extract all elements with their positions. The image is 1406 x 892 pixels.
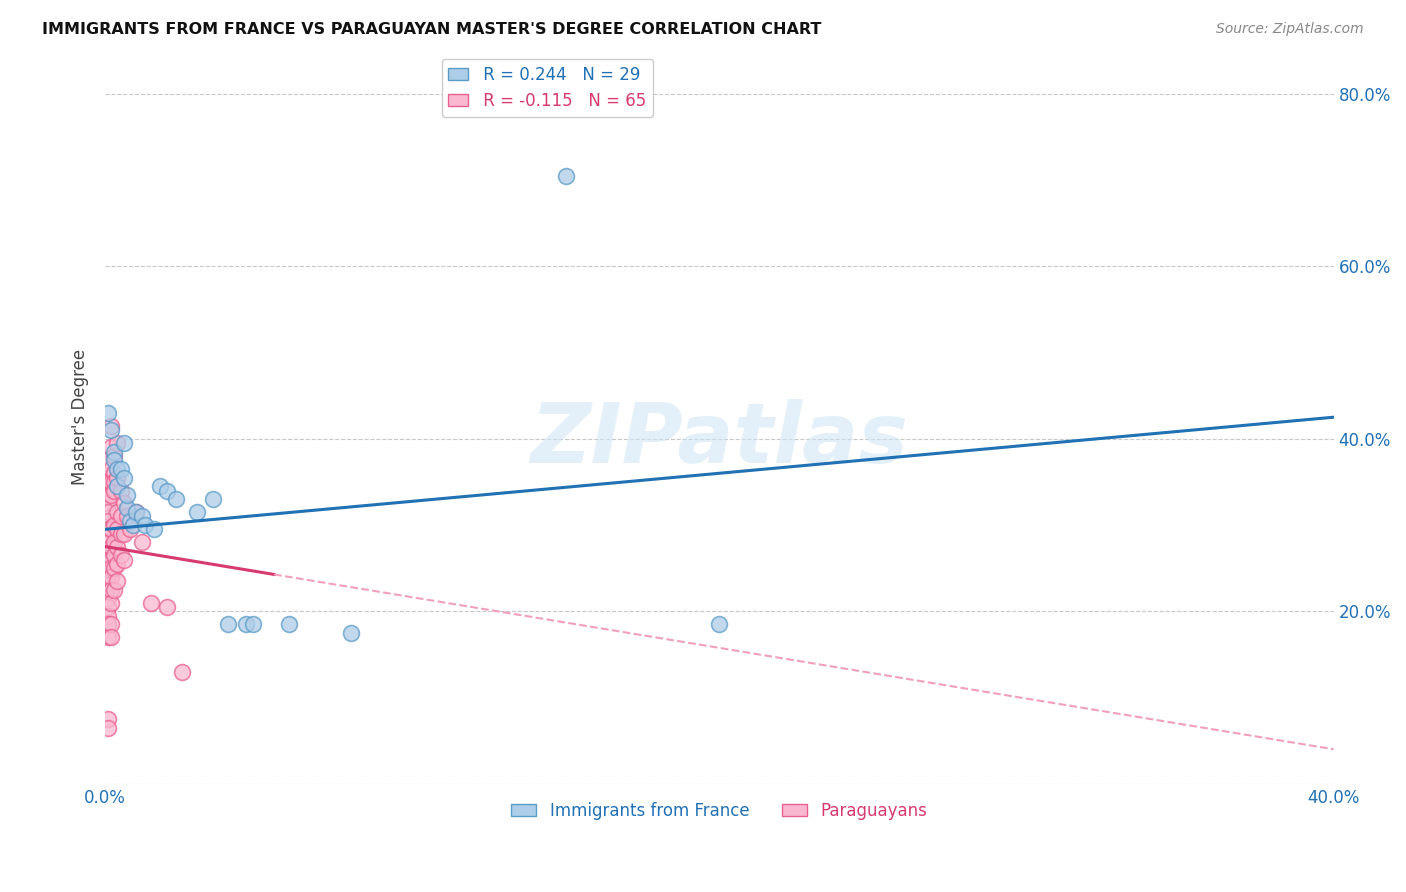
Point bbox=[141, 596, 163, 610]
Point bbox=[107, 462, 129, 476]
Point bbox=[103, 535, 125, 549]
Point bbox=[100, 561, 122, 575]
Point bbox=[107, 505, 129, 519]
Point bbox=[97, 561, 120, 575]
Point bbox=[100, 488, 122, 502]
Point bbox=[235, 617, 257, 632]
Point bbox=[97, 535, 120, 549]
Point bbox=[103, 483, 125, 498]
Point bbox=[242, 617, 264, 632]
Point bbox=[131, 535, 153, 549]
Point bbox=[131, 509, 153, 524]
Point bbox=[125, 505, 148, 519]
Point bbox=[97, 630, 120, 644]
Point bbox=[97, 578, 120, 592]
Point bbox=[110, 526, 132, 541]
Point bbox=[103, 518, 125, 533]
Point bbox=[110, 548, 132, 562]
Point bbox=[97, 453, 120, 467]
Point bbox=[100, 475, 122, 489]
Point bbox=[100, 423, 122, 437]
Point bbox=[107, 479, 129, 493]
Point bbox=[97, 496, 120, 510]
Point bbox=[110, 462, 132, 476]
Point bbox=[107, 470, 129, 484]
Point bbox=[186, 505, 208, 519]
Point bbox=[118, 514, 141, 528]
Point bbox=[110, 483, 132, 498]
Point bbox=[97, 570, 120, 584]
Point bbox=[97, 721, 120, 735]
Point bbox=[709, 617, 731, 632]
Point bbox=[115, 488, 138, 502]
Point bbox=[201, 492, 224, 507]
Point bbox=[217, 617, 239, 632]
Point bbox=[97, 470, 120, 484]
Point bbox=[112, 526, 135, 541]
Point bbox=[97, 552, 120, 566]
Text: IMMIGRANTS FROM FRANCE VS PARAGUAYAN MASTER'S DEGREE CORRELATION CHART: IMMIGRANTS FROM FRANCE VS PARAGUAYAN MAS… bbox=[42, 22, 821, 37]
Point bbox=[107, 574, 129, 588]
Point bbox=[149, 479, 172, 493]
Point bbox=[112, 496, 135, 510]
Point bbox=[100, 630, 122, 644]
Point bbox=[97, 617, 120, 632]
Point bbox=[107, 557, 129, 571]
Point bbox=[118, 522, 141, 536]
Point bbox=[100, 418, 122, 433]
Point bbox=[97, 488, 120, 502]
Point bbox=[340, 625, 363, 640]
Point bbox=[100, 570, 122, 584]
Point bbox=[97, 544, 120, 558]
Point bbox=[97, 712, 120, 726]
Point bbox=[107, 540, 129, 554]
Point bbox=[103, 475, 125, 489]
Text: ZIPatlas: ZIPatlas bbox=[530, 399, 908, 480]
Point bbox=[103, 453, 125, 467]
Point bbox=[143, 522, 166, 536]
Point bbox=[125, 505, 148, 519]
Point bbox=[107, 436, 129, 450]
Text: Source: ZipAtlas.com: Source: ZipAtlas.com bbox=[1216, 22, 1364, 37]
Point bbox=[103, 444, 125, 458]
Point bbox=[115, 509, 138, 524]
Point bbox=[103, 449, 125, 463]
Point bbox=[100, 462, 122, 476]
Point bbox=[100, 522, 122, 536]
Point bbox=[107, 522, 129, 536]
Point bbox=[97, 505, 120, 519]
Point bbox=[112, 552, 135, 566]
Point bbox=[112, 436, 135, 450]
Point bbox=[156, 599, 179, 614]
Point bbox=[134, 518, 156, 533]
Point bbox=[97, 406, 120, 420]
Point bbox=[115, 500, 138, 515]
Point bbox=[156, 483, 179, 498]
Point bbox=[110, 509, 132, 524]
Point bbox=[100, 617, 122, 632]
Point bbox=[121, 518, 143, 533]
Point bbox=[112, 470, 135, 484]
Point bbox=[100, 582, 122, 597]
Point bbox=[100, 441, 122, 455]
Point bbox=[97, 599, 120, 614]
Point bbox=[165, 492, 187, 507]
Point bbox=[97, 522, 120, 536]
Point bbox=[103, 548, 125, 562]
Point bbox=[97, 608, 120, 623]
Y-axis label: Master's Degree: Master's Degree bbox=[72, 349, 89, 485]
Legend: Immigrants from France, Paraguayans: Immigrants from France, Paraguayans bbox=[505, 796, 935, 827]
Point bbox=[97, 479, 120, 493]
Point bbox=[103, 467, 125, 481]
Point bbox=[554, 169, 576, 183]
Point bbox=[97, 514, 120, 528]
Point bbox=[100, 552, 122, 566]
Point bbox=[100, 540, 122, 554]
Point bbox=[100, 596, 122, 610]
Point bbox=[103, 561, 125, 575]
Point bbox=[170, 665, 193, 679]
Point bbox=[97, 591, 120, 606]
Point bbox=[103, 582, 125, 597]
Point bbox=[278, 617, 301, 632]
